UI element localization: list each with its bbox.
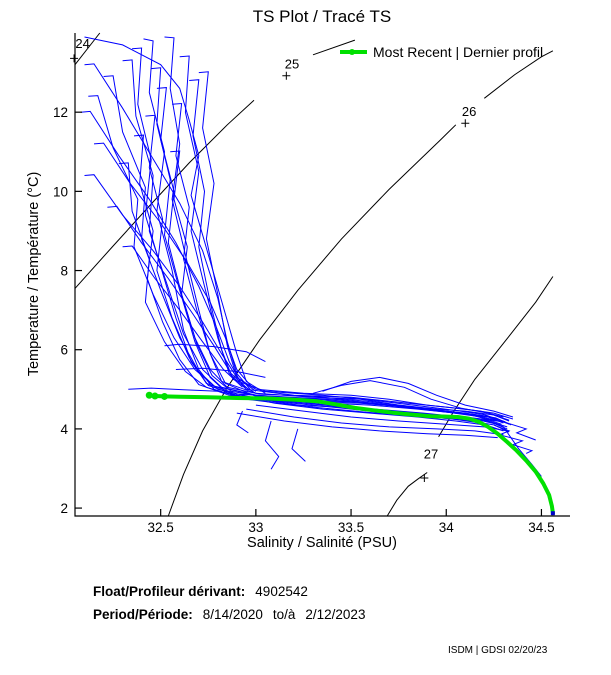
- contour-label-marker: [70, 54, 79, 63]
- profile-line: [122, 245, 243, 388]
- float-id-value: 4902542: [255, 584, 308, 599]
- most-recent-start-dot: [145, 391, 153, 399]
- period-line: Period/Période: 8/14/2020 to/à 2/12/2023: [78, 592, 365, 637]
- profile-line: [93, 142, 253, 388]
- contour-label-marker: [420, 473, 429, 482]
- density-contour-line: [167, 124, 457, 517]
- x-tick-label: 33.5: [338, 520, 364, 535]
- profile-line: [198, 71, 514, 420]
- period-separator: to/à: [272, 607, 296, 622]
- x-axis-title: Salinity / Salinité (PSU): [247, 535, 397, 551]
- profile-line: [84, 36, 266, 394]
- contour-label: 27: [424, 447, 438, 462]
- profile-line: [84, 174, 257, 392]
- contour-label: 25: [285, 57, 299, 72]
- x-tick-label: 33: [248, 520, 263, 535]
- legend-label: Most Recent | Dernier profil: [373, 44, 543, 60]
- profiles-layer: [80, 36, 542, 477]
- y-tick-label: 12: [53, 105, 68, 120]
- profile-line: [164, 343, 266, 363]
- profile-line: [189, 79, 506, 423]
- profile-line: [88, 95, 493, 421]
- legend: Most Recent | Dernier profil: [340, 44, 543, 60]
- credit-stamp: ISDM | GDSI 02/20/23: [448, 645, 548, 656]
- profile-line: [170, 150, 510, 425]
- profile-line: [175, 367, 266, 378]
- period-start-date: 8/14/2020: [202, 607, 263, 622]
- x-tick-label: 34: [439, 520, 455, 535]
- period-end-date: 2/12/2023: [305, 607, 366, 622]
- y-tick-label: 8: [60, 264, 68, 279]
- profile-line: [264, 420, 280, 470]
- legend-marker-dot: [349, 49, 355, 55]
- x-tick-label: 32.5: [148, 520, 174, 535]
- profile-line: [312, 380, 510, 421]
- contour-label: 24: [75, 36, 89, 51]
- profile-line: [107, 205, 249, 390]
- profile-line: [84, 63, 251, 390]
- profile-line: [493, 424, 534, 454]
- profile-line: [236, 410, 249, 434]
- most-recent-profile-layer: [145, 391, 555, 516]
- period-label: Period/Période:: [93, 607, 193, 622]
- profile-end-marker: [550, 511, 555, 516]
- profile-line: [128, 387, 218, 392]
- float-id-label: Float/Profileur dérivant:: [93, 584, 246, 599]
- chart-title: TS Plot / Tracé TS: [253, 7, 392, 26]
- profile-line: [80, 110, 257, 394]
- density-contours-layer: 24 25 26 27: [70, 32, 554, 517]
- contour-label: 26: [462, 104, 476, 119]
- contour-label-marker: [282, 71, 291, 80]
- profile-line: [291, 428, 306, 462]
- density-contour-line: [74, 99, 255, 289]
- profile-line: [172, 102, 502, 425]
- y-tick-label: 2: [60, 501, 68, 516]
- density-contour-line: [483, 50, 554, 99]
- contour-label-marker: [461, 119, 470, 128]
- profile-line: [246, 408, 504, 436]
- profile-line: [122, 59, 498, 422]
- density-contour-line: [386, 472, 428, 517]
- profile-line: [236, 412, 498, 439]
- y-axis-title: Temperature / Température (°C): [26, 172, 42, 377]
- float-id-line: Float/Profileur dérivant: 4902542: [78, 569, 308, 614]
- x-tick-label: 34.5: [528, 520, 554, 535]
- profile-line: [164, 36, 510, 422]
- density-contour-line: [312, 39, 356, 56]
- y-tick-label: 10: [53, 184, 68, 199]
- profile-line: [480, 418, 536, 441]
- profile-line: [132, 47, 504, 424]
- y-tick-label: 4: [60, 422, 68, 437]
- most-recent-profile-line: [147, 393, 555, 516]
- profile-line: [179, 55, 504, 418]
- most-recent-start-dot: [151, 392, 159, 400]
- profile-line: [103, 75, 500, 431]
- density-contour-line: [74, 32, 101, 66]
- most-recent-start-dot: [160, 392, 168, 400]
- y-tick-label: 6: [60, 343, 68, 358]
- axis-spines: [74, 33, 570, 517]
- profile-line: [322, 376, 514, 418]
